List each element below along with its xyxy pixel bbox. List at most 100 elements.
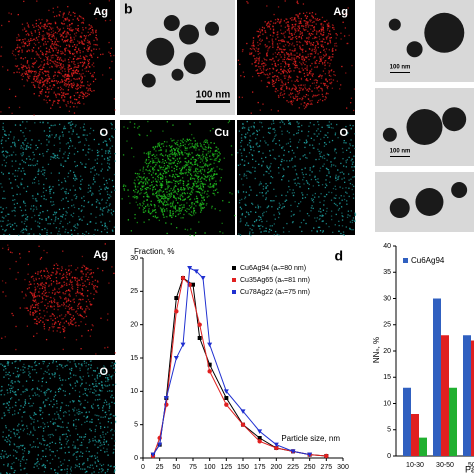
map-dot	[102, 207, 105, 209]
map-dot	[314, 62, 316, 65]
map-dot	[162, 160, 164, 163]
map-dot	[161, 195, 163, 198]
map-dot	[79, 94, 82, 97]
map-dot	[93, 43, 95, 46]
map-dot	[280, 65, 282, 68]
map-dot	[280, 32, 283, 35]
map-dot	[269, 170, 272, 172]
map-dot	[351, 229, 353, 231]
map-dot	[43, 270, 45, 272]
map-dot	[344, 13, 346, 15]
map-dot	[183, 189, 185, 191]
map-dot	[284, 44, 287, 46]
map-dot	[14, 55, 17, 57]
map-dot	[342, 21, 344, 23]
map-dot	[172, 200, 175, 202]
map-dot	[27, 24, 30, 26]
map-dot	[266, 45, 268, 47]
map-dot	[274, 129, 276, 132]
map-dot	[344, 27, 347, 29]
map-dot	[152, 170, 155, 172]
map-dot	[71, 102, 74, 104]
map-dot	[34, 30, 36, 32]
map-dot	[257, 204, 259, 206]
map-dot	[36, 286, 39, 288]
map-dot	[268, 172, 270, 175]
map-dot	[318, 133, 320, 135]
map-dot	[289, 123, 292, 125]
map-dot	[318, 158, 320, 160]
map-dot	[39, 222, 41, 224]
map-dot	[211, 154, 214, 157]
map-dot	[258, 58, 260, 60]
map-dot	[64, 160, 66, 162]
map-dot	[174, 164, 177, 167]
map-dot	[27, 142, 29, 144]
map-dot	[33, 292, 35, 294]
map-dot	[195, 169, 197, 171]
map-dot	[266, 171, 268, 173]
map-dot	[174, 190, 176, 192]
map-dot	[325, 48, 328, 50]
map-dot	[343, 139, 345, 142]
map-dot	[23, 200, 25, 202]
map-dot	[198, 187, 200, 190]
map-dot	[298, 17, 300, 20]
map-dot	[157, 205, 160, 207]
map-dot	[37, 192, 39, 195]
map-dot	[146, 204, 149, 207]
map-dot	[83, 205, 85, 208]
map-dot	[299, 41, 302, 44]
map-dot	[325, 93, 327, 95]
map-dot	[243, 127, 246, 129]
map-dot	[189, 198, 191, 201]
map-dot	[76, 223, 79, 225]
map-dot	[1, 216, 4, 218]
map-dot	[269, 165, 271, 167]
map-dot	[188, 169, 190, 171]
map-dot	[277, 46, 279, 49]
map-dot	[39, 28, 42, 30]
map-dot	[285, 70, 287, 73]
map-dot	[316, 65, 319, 68]
map-dot	[83, 129, 85, 131]
map-dot	[22, 214, 25, 216]
map-dot	[204, 183, 206, 185]
map-dot	[335, 179, 337, 182]
map-dot	[41, 77, 43, 79]
map-dot	[179, 198, 182, 201]
map-dot	[11, 154, 13, 156]
map-dot	[176, 168, 178, 171]
map-dot	[256, 134, 258, 136]
map-dot	[199, 142, 202, 145]
map-dot	[24, 57, 27, 59]
map-dot	[47, 78, 49, 80]
map-dot	[85, 138, 87, 140]
map-dot	[95, 290, 97, 292]
map-dot	[23, 187, 25, 189]
map-dot	[265, 170, 267, 173]
map-dot	[291, 103, 293, 106]
map-dot	[307, 53, 309, 55]
map-dot	[14, 215, 16, 217]
map-dot	[297, 177, 299, 179]
map-dot	[64, 73, 67, 76]
map-dot	[159, 199, 161, 201]
map-dot	[352, 124, 354, 127]
map-dot	[179, 197, 181, 199]
map-dot	[186, 174, 189, 176]
map-dot	[87, 88, 90, 90]
map-dot	[147, 152, 150, 155]
map-dot	[54, 220, 56, 222]
map-dot	[155, 192, 157, 195]
map-dot	[42, 73, 44, 75]
map-dot	[289, 67, 291, 70]
map-dot	[41, 293, 43, 295]
map-dot	[190, 211, 193, 213]
map-dot	[194, 232, 197, 234]
map-dot	[178, 151, 180, 154]
map-dot	[305, 41, 308, 43]
map-dot	[343, 142, 345, 144]
map-dot	[10, 13, 13, 15]
map-dot	[254, 170, 256, 172]
